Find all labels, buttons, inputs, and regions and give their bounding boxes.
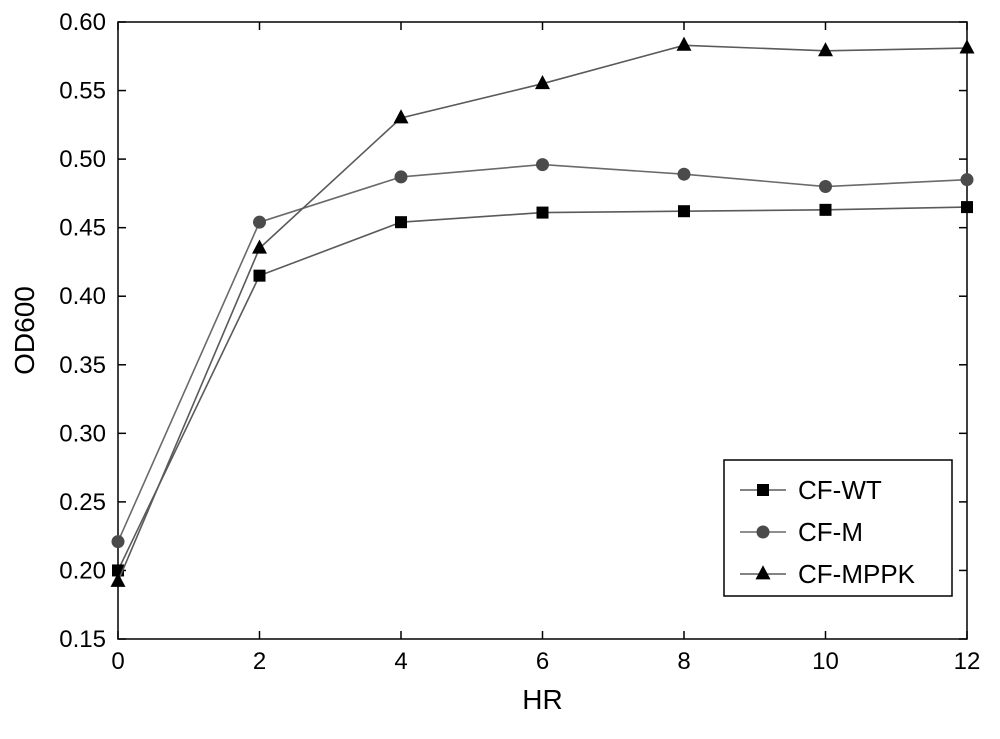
x-tick-label: 2 <box>253 648 266 675</box>
legend-swatch-marker <box>757 526 770 539</box>
series-marker <box>537 207 549 219</box>
series-marker <box>678 205 690 217</box>
series-marker <box>253 216 266 229</box>
x-tick-label: 10 <box>812 648 839 675</box>
series-marker <box>395 216 407 228</box>
y-tick-label: 0.30 <box>59 420 106 447</box>
y-axis-label: OD600 <box>9 286 40 375</box>
legend-swatch-marker <box>757 484 769 496</box>
series-marker <box>678 168 691 181</box>
y-tick-label: 0.60 <box>59 9 106 36</box>
y-tick-label: 0.50 <box>59 146 106 173</box>
x-tick-label: 4 <box>394 648 407 675</box>
series-marker <box>820 204 832 216</box>
x-tick-label: 8 <box>677 648 690 675</box>
y-tick-label: 0.55 <box>59 78 106 105</box>
series-marker <box>395 170 408 183</box>
legend-label: CF-WT <box>798 475 882 505</box>
y-tick-label: 0.45 <box>59 215 106 242</box>
series-marker <box>961 173 974 186</box>
chart-svg: 0 2 4 6 8 10 12 0.15 0.20 0.25 0.30 0.35 0.40 0.45 0.5… <box>0 0 1000 739</box>
series-marker <box>536 158 549 171</box>
x-tick-label: 12 <box>954 648 981 675</box>
y-tick-label: 0.20 <box>59 557 106 584</box>
series-marker <box>254 270 266 282</box>
legend-label: CF-MPPK <box>798 559 916 589</box>
line-chart: 0 2 4 6 8 10 12 0.15 0.20 0.25 0.30 0.35 0.40 0.45 0.5… <box>0 0 1000 739</box>
x-axis-label: HR <box>522 684 562 715</box>
y-tick-label: 0.15 <box>59 626 106 653</box>
y-tick-label: 0.35 <box>59 352 106 379</box>
y-tick-label: 0.40 <box>59 283 106 310</box>
y-tick-label: 0.25 <box>59 489 106 516</box>
x-tick-label: 6 <box>536 648 549 675</box>
legend-label: CF-M <box>798 517 863 547</box>
x-tick-label: 0 <box>111 648 124 675</box>
series-marker <box>112 535 125 548</box>
chart-background <box>0 0 1000 739</box>
series-marker <box>961 201 973 213</box>
series-marker <box>819 180 832 193</box>
